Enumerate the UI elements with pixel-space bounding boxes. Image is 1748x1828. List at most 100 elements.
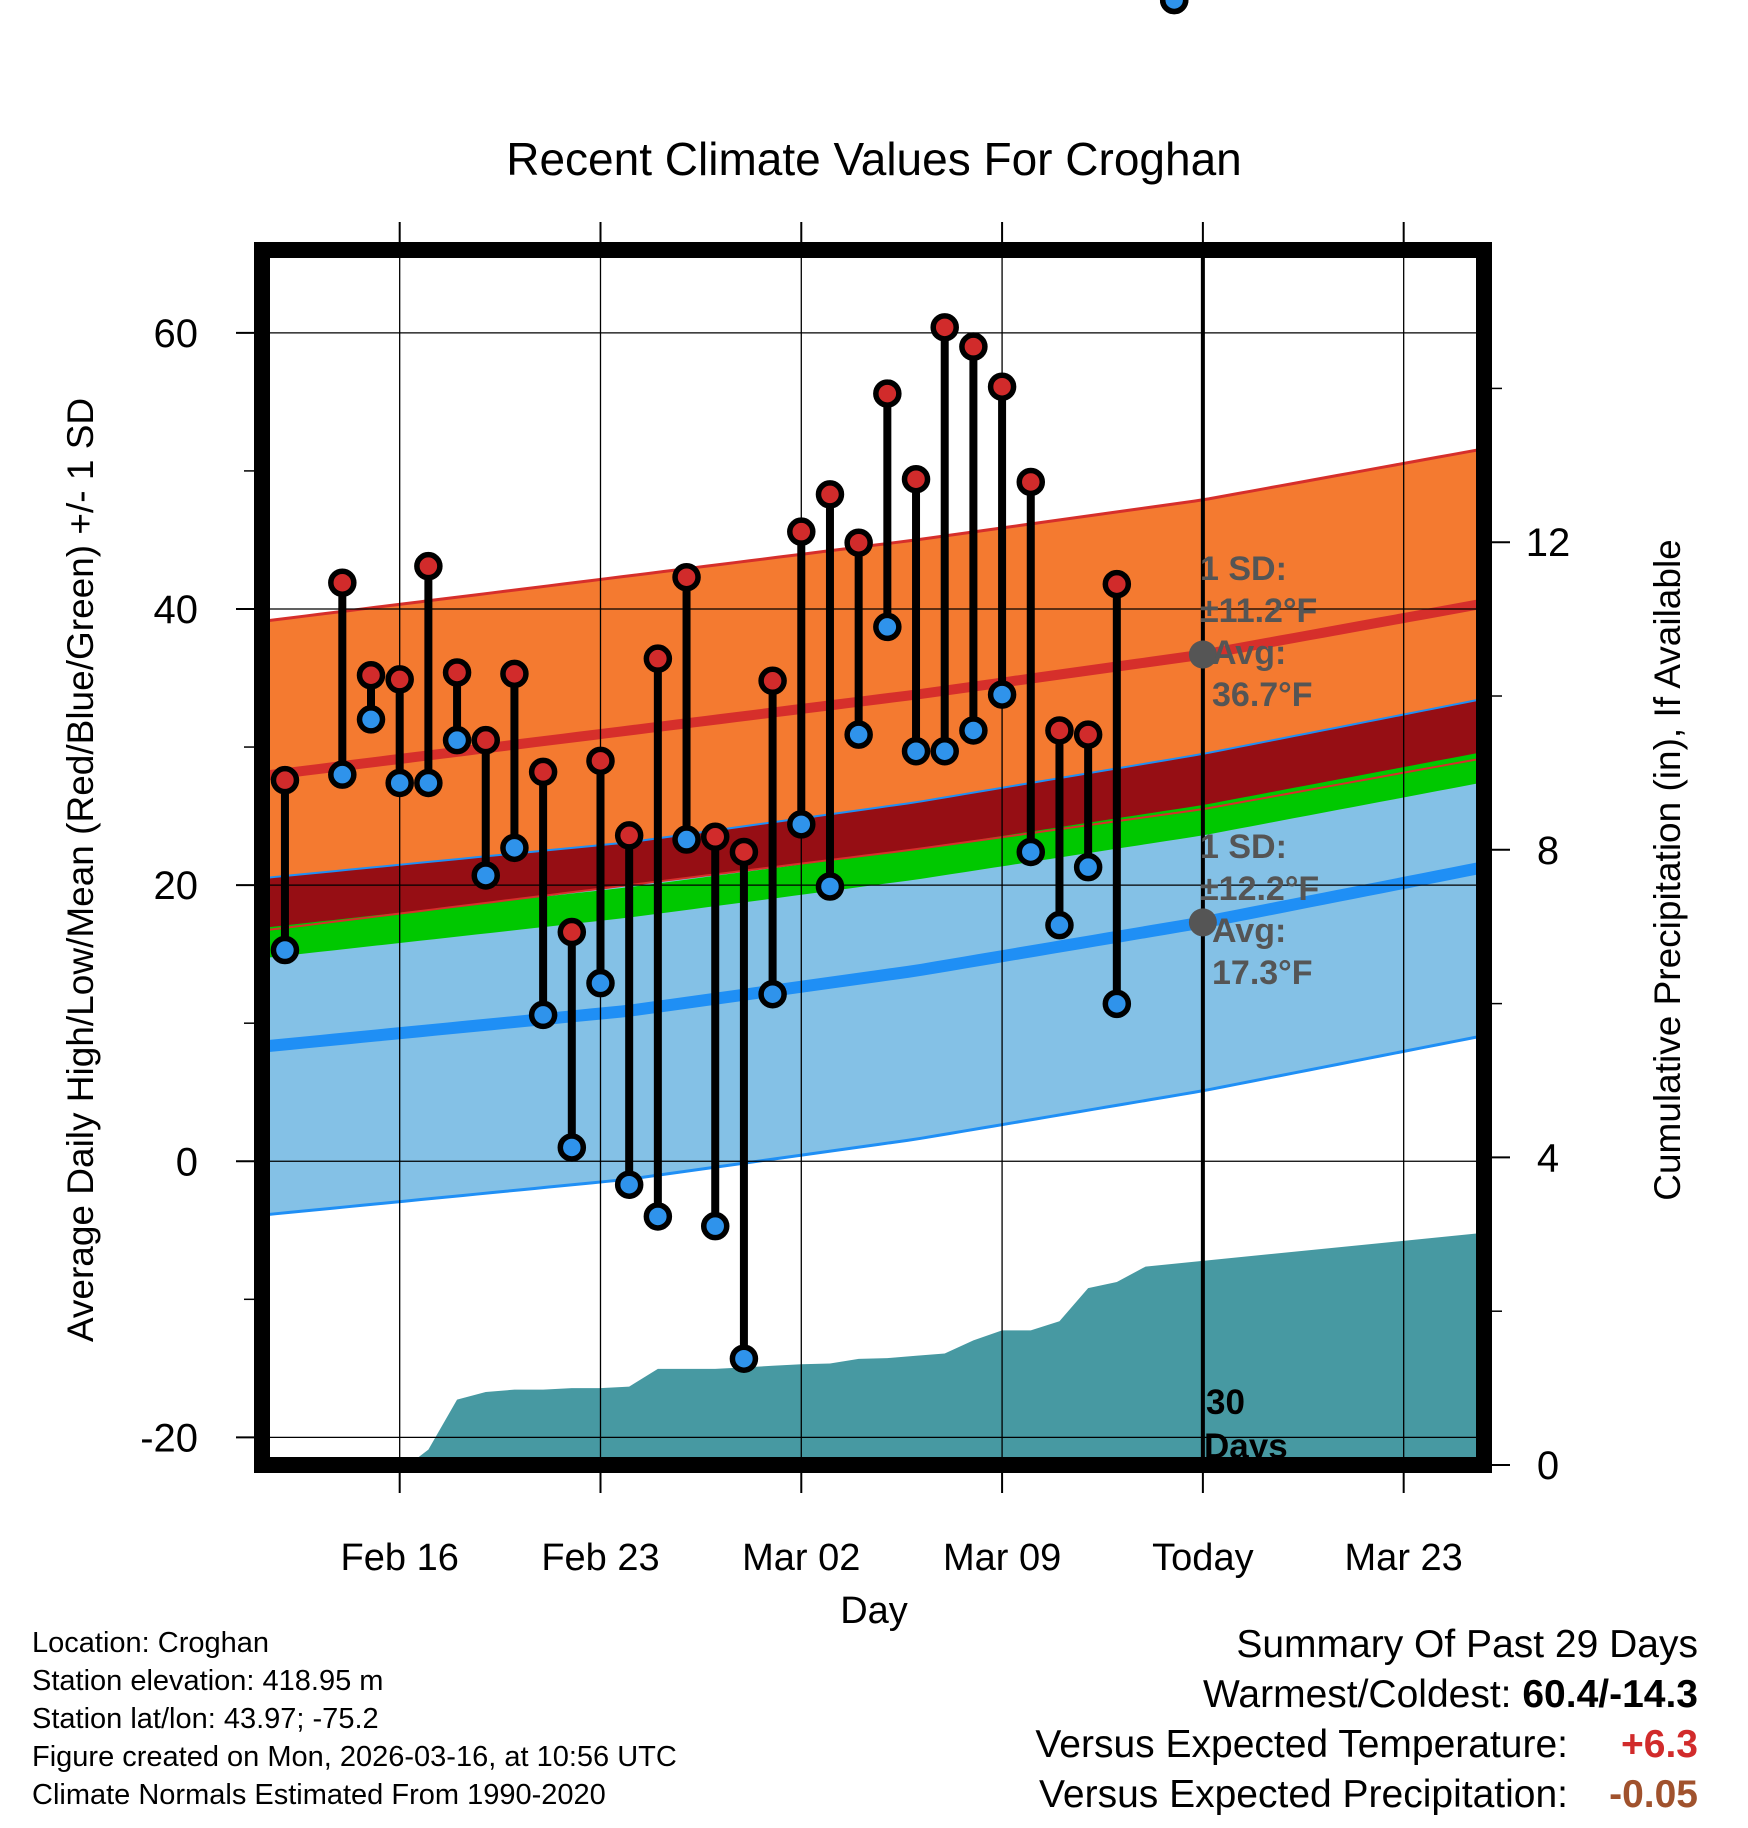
- normals-text: Climate Normals Estimated From 1990-2020: [32, 1779, 606, 1811]
- y2-axis-label: Cumulative Precipitation (in), If Availa…: [1647, 539, 1688, 1201]
- high-point: [500, 659, 529, 689]
- high-point: [815, 480, 845, 509]
- y2-tick-label: 4: [1537, 1136, 1559, 1180]
- y-tick-label: 0: [176, 1140, 198, 1184]
- x-tick-label: Mar 02: [742, 1537, 860, 1579]
- high-point: [987, 372, 1017, 401]
- created-text: Figure created on Mon, 2026-03-16, at 10…: [32, 1741, 677, 1773]
- low-point: [959, 716, 988, 745]
- low-avg-value: 17.3°F: [1212, 954, 1313, 992]
- days-count-label: 30: [1206, 1383, 1245, 1422]
- low-point: [1016, 837, 1046, 867]
- high-point: [758, 666, 787, 696]
- high-point: [528, 757, 558, 787]
- low-point: [557, 1133, 587, 1162]
- high-point: [643, 644, 673, 673]
- latlon-text: Station lat/lon: 43.97; -75.2: [32, 1703, 379, 1735]
- y-tick-label: 40: [154, 588, 199, 632]
- low-point: [1159, 0, 1189, 15]
- x-tick-label: Today: [1152, 1537, 1253, 1579]
- location-text: Location: Croghan: [32, 1627, 269, 1659]
- station-info: Location: Croghan Station elevation: 418…: [32, 1624, 677, 1814]
- low-point: [614, 1170, 644, 1199]
- low-lower-line: [262, 1034, 1482, 1217]
- high-point: [844, 528, 873, 557]
- chart-title: Recent Climate Values For Croghan: [506, 133, 1241, 185]
- precip-row: Versus Expected Precipitation: -0.05: [1035, 1770, 1698, 1820]
- warmest-coldest-label: Warmest/Coldest:: [1203, 1673, 1512, 1716]
- low-point: [930, 736, 959, 766]
- precip-label: Versus Expected Precipitation:: [1039, 1773, 1568, 1816]
- low-sd-label: 1 SD:: [1200, 828, 1287, 866]
- x-tick-label: Feb 23: [541, 1537, 659, 1579]
- high-avg-marker: [1188, 640, 1217, 669]
- low-point: [385, 768, 414, 798]
- high-point: [700, 822, 730, 852]
- high-point: [442, 658, 472, 687]
- low-point: [815, 872, 845, 901]
- low-point: [356, 705, 386, 734]
- y-axis-label: Average Daily High/Low/Mean (Red/Blue/Gr…: [60, 398, 101, 1342]
- y2-tick-label: 8: [1537, 829, 1559, 873]
- x-tick-label: Feb 16: [341, 1537, 459, 1579]
- high-point: [729, 837, 759, 867]
- high-point: [471, 725, 500, 755]
- high-point: [901, 464, 931, 494]
- high-point: [614, 821, 644, 850]
- low-point: [586, 968, 615, 998]
- high-point: [385, 665, 414, 694]
- temp-row: Versus Expected Temperature: +6.3: [1035, 1720, 1698, 1770]
- high-point: [959, 332, 988, 361]
- low-point: [901, 736, 931, 766]
- summary-panel: Summary Of Past 29 Days Warmest/Coldest:…: [1035, 1620, 1698, 1820]
- low-avg-label: Avg:: [1212, 912, 1286, 950]
- high-point: [356, 661, 386, 690]
- high-point: [1016, 467, 1046, 497]
- low-point: [500, 833, 529, 863]
- warmest-coldest-row: Warmest/Coldest: 60.4/-14.3: [1035, 1670, 1698, 1720]
- high-point: [328, 568, 357, 597]
- high-point: [586, 746, 615, 776]
- low-point: [787, 810, 816, 839]
- high-point: [414, 551, 443, 581]
- high-point: [787, 517, 816, 546]
- low-sd-value: ±12.2°F: [1200, 870, 1319, 908]
- high-point: [930, 313, 959, 342]
- plot-frame: [254, 242, 1492, 1473]
- high-avg-label: Avg:: [1212, 634, 1286, 672]
- precip-area: [408, 1232, 1484, 1465]
- low-point: [442, 725, 472, 755]
- high-lower-line: [262, 757, 1482, 932]
- y2-tick-label: 12: [1526, 521, 1571, 565]
- high-sd-value: ±11.2°F: [1200, 592, 1317, 630]
- low-upper-line: [262, 698, 1482, 880]
- y-tick-label: 60: [154, 312, 199, 356]
- low-point: [729, 1344, 759, 1373]
- low-point: [328, 760, 357, 789]
- warmest-coldest-value: 60.4/-14.3: [1522, 1673, 1698, 1716]
- high-avg-value: 36.7°F: [1212, 676, 1313, 714]
- low-point: [1073, 852, 1103, 882]
- low-point: [643, 1202, 673, 1231]
- summary-title: Summary Of Past 29 Days: [1236, 1623, 1698, 1666]
- high-point: [1073, 720, 1103, 749]
- low-point: [844, 720, 873, 749]
- low-point: [1102, 989, 1132, 1019]
- low-point: [528, 1000, 558, 1030]
- low-normal-line: [262, 861, 1483, 1053]
- low-point: [270, 935, 300, 965]
- y-tick-label: -20: [140, 1416, 198, 1460]
- low-point: [672, 825, 701, 854]
- x-tick-label: Mar 23: [1345, 1537, 1463, 1579]
- temp-label: Versus Expected Temperature:: [1035, 1723, 1568, 1766]
- y-tick-label: 20: [154, 864, 199, 908]
- high-point: [873, 379, 902, 408]
- x-tick-label: Mar 09: [943, 1537, 1061, 1579]
- low-point: [471, 861, 500, 890]
- overlap-band: [262, 699, 1482, 931]
- high-point: [557, 917, 587, 947]
- high-point: [1102, 569, 1132, 599]
- elevation-text: Station elevation: 418.95 m: [32, 1665, 384, 1697]
- high-point: [270, 765, 300, 795]
